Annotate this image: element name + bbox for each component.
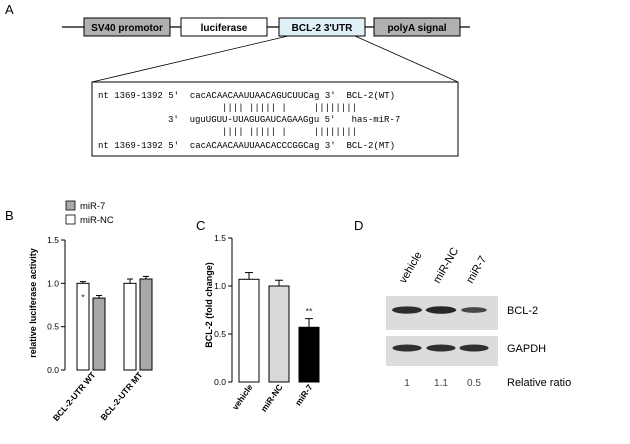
panel-d: D vehicle miR-NC miR-7 BCL-2 GAPDH 1 1.1 0…: [354, 218, 571, 389]
alignment-row-mir7: 3' uguUGUU-UUAGUGAUCAGAAGgu 5' has-miR-7: [168, 115, 400, 125]
legend: miR-7 miR-NC: [65, 200, 114, 226]
panel-label-b: B: [5, 208, 14, 223]
alignment-bars-top: |||| ||||| | ||||||||: [222, 103, 357, 113]
construct-segment-bcl2-utr: BCL-2 3'UTR: [278, 17, 366, 37]
segment-box: [278, 17, 366, 37]
construct-segment-polya: polyA signal: [373, 17, 461, 37]
blot-band: [392, 306, 422, 314]
blot-band: [459, 344, 489, 352]
blot-band: [461, 307, 487, 313]
x-tick-label: miR-NC: [259, 382, 285, 413]
legend-label-mir7: miR-7: [80, 201, 105, 212]
legend-swatch-mir7: [65, 200, 76, 211]
y-tick-label: 0.5: [47, 322, 59, 332]
segment-box: [373, 17, 461, 37]
significance-mark: *: [81, 293, 85, 303]
construct-segment-sv40: SV40 promotor: [83, 17, 171, 37]
segment-box: [180, 17, 268, 37]
alignment-text: nt 1369-1392 5' cacACAACAAUUAACAGUCUUCag…: [98, 91, 400, 151]
y-tick-label: 0.0: [214, 377, 226, 387]
segment-label: SV40 promotor: [91, 23, 163, 34]
segment-box: [83, 17, 171, 37]
ratio-value: 1: [404, 378, 410, 389]
lane-label: miR-NC: [431, 246, 461, 286]
alignment-row-mt: nt 1369-1392 5' cacACAACAAUUAACACCCGGCag…: [98, 141, 395, 151]
y-tick-label: 1.5: [47, 235, 59, 245]
y-tick-label: 1.0: [47, 278, 59, 288]
segment-label: BCL-2 3'UTR: [292, 23, 353, 34]
lane-label: miR-7: [464, 254, 489, 285]
lane-label: vehicle: [397, 250, 425, 286]
y-axis-title: BCL-2 (fold change): [204, 262, 214, 348]
panel-label-c: C: [196, 218, 205, 233]
band-label-gapdh: GAPDH: [507, 343, 546, 355]
bar: [238, 278, 260, 383]
zoom-line-left: [91, 35, 289, 83]
chart-b-plot: 0.0 0.5 1.0 1.5 BCL-2-UTR WT BCL-2-UTR MT *: [47, 235, 153, 423]
alignment-box: [91, 81, 459, 157]
construct-segment-luciferase: luciferase: [180, 17, 268, 37]
x-tick-label: BCL-2-UTR MT: [98, 369, 145, 422]
panel-label-a: A: [5, 2, 14, 17]
bar: [139, 278, 153, 371]
significance-mark: **: [305, 307, 313, 317]
segment-label: luciferase: [201, 23, 248, 34]
alignment-bars-bottom: |||| ||||| | ||||||||: [222, 127, 357, 137]
segment-label: polyA signal: [387, 23, 446, 34]
alignment-row-wt: nt 1369-1392 5' cacACAACAAUUAACAGUCUUCag…: [98, 91, 395, 101]
bar: [298, 326, 320, 383]
panel-c: C BCL-2 (fold change) 0.0 0.5 1.0 1.5 vehicl…: [196, 218, 320, 414]
y-axis-title: relative luciferase activity: [28, 248, 38, 358]
panel-b: B miR-7 miR-NC relative luciferase activ…: [5, 200, 153, 423]
panel-a: A SV40 promotor luciferase BCL-2 3'UTR p…: [5, 2, 470, 157]
zoom-line-right: [354, 35, 459, 83]
bar: [92, 297, 106, 371]
ratio-label: Relative ratio: [507, 377, 571, 389]
bar: [268, 285, 290, 383]
panel-label-d: D: [354, 218, 363, 233]
legend-swatch-mirnc: [65, 214, 76, 225]
bar: [123, 282, 137, 371]
blot-band: [426, 344, 456, 352]
blot-band: [392, 344, 422, 352]
x-tick-label: vehicle: [230, 382, 255, 412]
band-label-bcl2: BCL-2: [507, 305, 538, 317]
x-tick-label: BCL-2-UTR WT: [51, 369, 98, 423]
blot-band: [425, 306, 457, 314]
y-tick-label: 1.0: [214, 281, 226, 291]
chart-c-plot: 0.0 0.5 1.0 1.5 vehicle miR-NC miR-7 **: [214, 233, 320, 414]
y-tick-label: 0.0: [47, 365, 59, 375]
ratio-value: 1.1: [434, 378, 448, 389]
western-blot: vehicle miR-NC miR-7: [386, 246, 498, 366]
x-tick-label: miR-7: [293, 382, 315, 407]
y-tick-label: 1.5: [214, 233, 226, 243]
legend-label-mirnc: miR-NC: [80, 215, 114, 226]
ratio-value: 0.5: [467, 378, 481, 389]
y-tick-label: 0.5: [214, 329, 226, 339]
